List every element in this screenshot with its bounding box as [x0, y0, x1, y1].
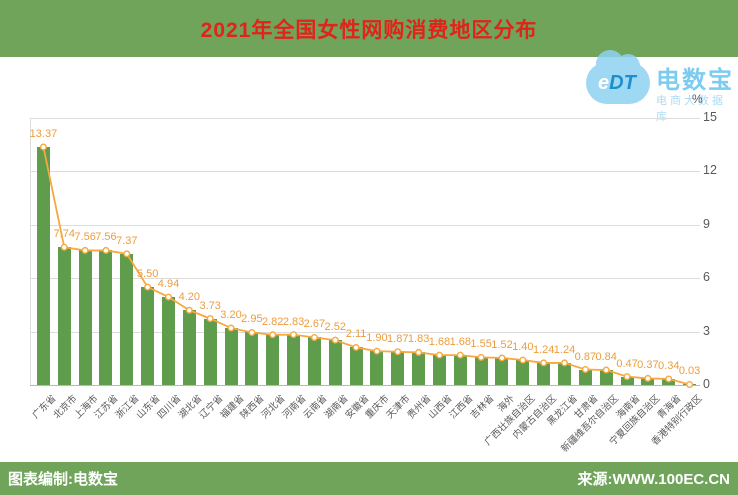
bar	[537, 362, 551, 385]
bar	[641, 378, 655, 385]
footer-band: 图表编制:电数宝 来源:WWW.100EC.CN	[0, 462, 738, 495]
bar	[99, 250, 113, 385]
bar	[287, 334, 301, 385]
bar	[495, 357, 509, 385]
y-axis-tick: 9	[703, 216, 710, 231]
bar	[120, 253, 134, 385]
value-label: 3.73	[199, 299, 221, 312]
value-label: 7.56	[95, 231, 117, 244]
bar	[182, 310, 196, 385]
value-label: 7.56	[74, 231, 96, 244]
y-axis-tick: 6	[703, 270, 710, 285]
bar	[391, 351, 405, 385]
value-label: 1.55	[470, 338, 492, 351]
value-label: 7.37	[116, 234, 138, 247]
gridline	[30, 118, 700, 119]
value-label: 0.84	[595, 351, 617, 364]
value-label: 3.20	[220, 309, 242, 322]
bar	[78, 250, 92, 385]
bar	[453, 355, 467, 385]
footer-source: 来源:WWW.100EC.CN	[577, 471, 730, 488]
y-axis-tick: 15	[703, 110, 717, 124]
value-label: 2.11	[345, 328, 367, 341]
bar	[516, 360, 530, 385]
bar	[245, 332, 259, 385]
value-label: 2.83	[282, 315, 305, 328]
bar	[328, 340, 342, 385]
bar	[558, 362, 572, 385]
bar	[57, 247, 71, 385]
bar	[412, 352, 426, 385]
footer-credit: 图表编制:电数宝	[8, 471, 118, 488]
value-label: 1.52	[491, 338, 513, 351]
gridline	[30, 171, 700, 173]
value-label: 13.37	[29, 128, 58, 140]
header-banner: 2021年全国女性网购消费地区分布	[0, 0, 738, 57]
y-axis-spine	[30, 118, 31, 385]
bar	[370, 351, 384, 385]
value-label: 1.68	[428, 336, 451, 349]
value-label: 0.47	[616, 357, 638, 370]
value-label: 5.50	[136, 268, 159, 281]
bar	[620, 376, 634, 385]
y-axis-tick: 0	[703, 377, 710, 391]
value-label: 1.24	[553, 343, 576, 356]
bar	[307, 337, 321, 385]
bar	[203, 318, 217, 385]
value-label: 0.34	[658, 359, 680, 372]
bar	[474, 357, 488, 385]
bar	[161, 297, 175, 385]
gridline	[30, 224, 700, 226]
y-axis-tick: 12	[703, 163, 717, 178]
bar	[266, 334, 280, 385]
value-label: 2.52	[324, 321, 346, 334]
edt-logo-text: eDT	[598, 72, 636, 94]
watermark-brand: 电数宝	[656, 67, 734, 94]
value-label: 2.67	[303, 318, 326, 331]
value-label: 2.95	[241, 313, 263, 326]
bar	[599, 370, 613, 385]
value-label: 1.90	[366, 332, 388, 345]
x-axis-baseline	[30, 385, 700, 386]
value-label: 0.03	[678, 365, 701, 378]
value-label: 1.68	[449, 336, 472, 349]
bar	[662, 378, 676, 385]
bar	[683, 384, 697, 385]
value-label: 1.24	[532, 343, 555, 356]
value-label: 0.37	[637, 359, 659, 372]
value-label: 0.87	[574, 350, 597, 363]
bar	[141, 287, 155, 385]
y-axis-unit: %	[692, 92, 703, 106]
value-label: 1.87	[387, 332, 409, 345]
value-label: 7.74	[53, 228, 75, 241]
y-axis-tick: 3	[703, 323, 710, 338]
value-label: 4.20	[178, 291, 201, 304]
edt-watermark-logo: eDT 电数宝 电商大数据库	[586, 50, 736, 123]
bar	[578, 369, 592, 385]
value-label: 1.83	[407, 333, 430, 346]
value-label: 1.40	[512, 341, 534, 354]
bar	[36, 147, 50, 385]
watermark-tagline: 电商大数据库	[656, 95, 726, 123]
cloud-icon	[586, 50, 650, 104]
bar	[224, 328, 238, 385]
bar	[432, 355, 446, 385]
chart-title: 2021年全国女性网购消费地区分布	[200, 18, 538, 42]
value-label: 4.94	[157, 278, 180, 291]
bar	[349, 347, 363, 385]
value-label: 2.82	[261, 315, 284, 328]
